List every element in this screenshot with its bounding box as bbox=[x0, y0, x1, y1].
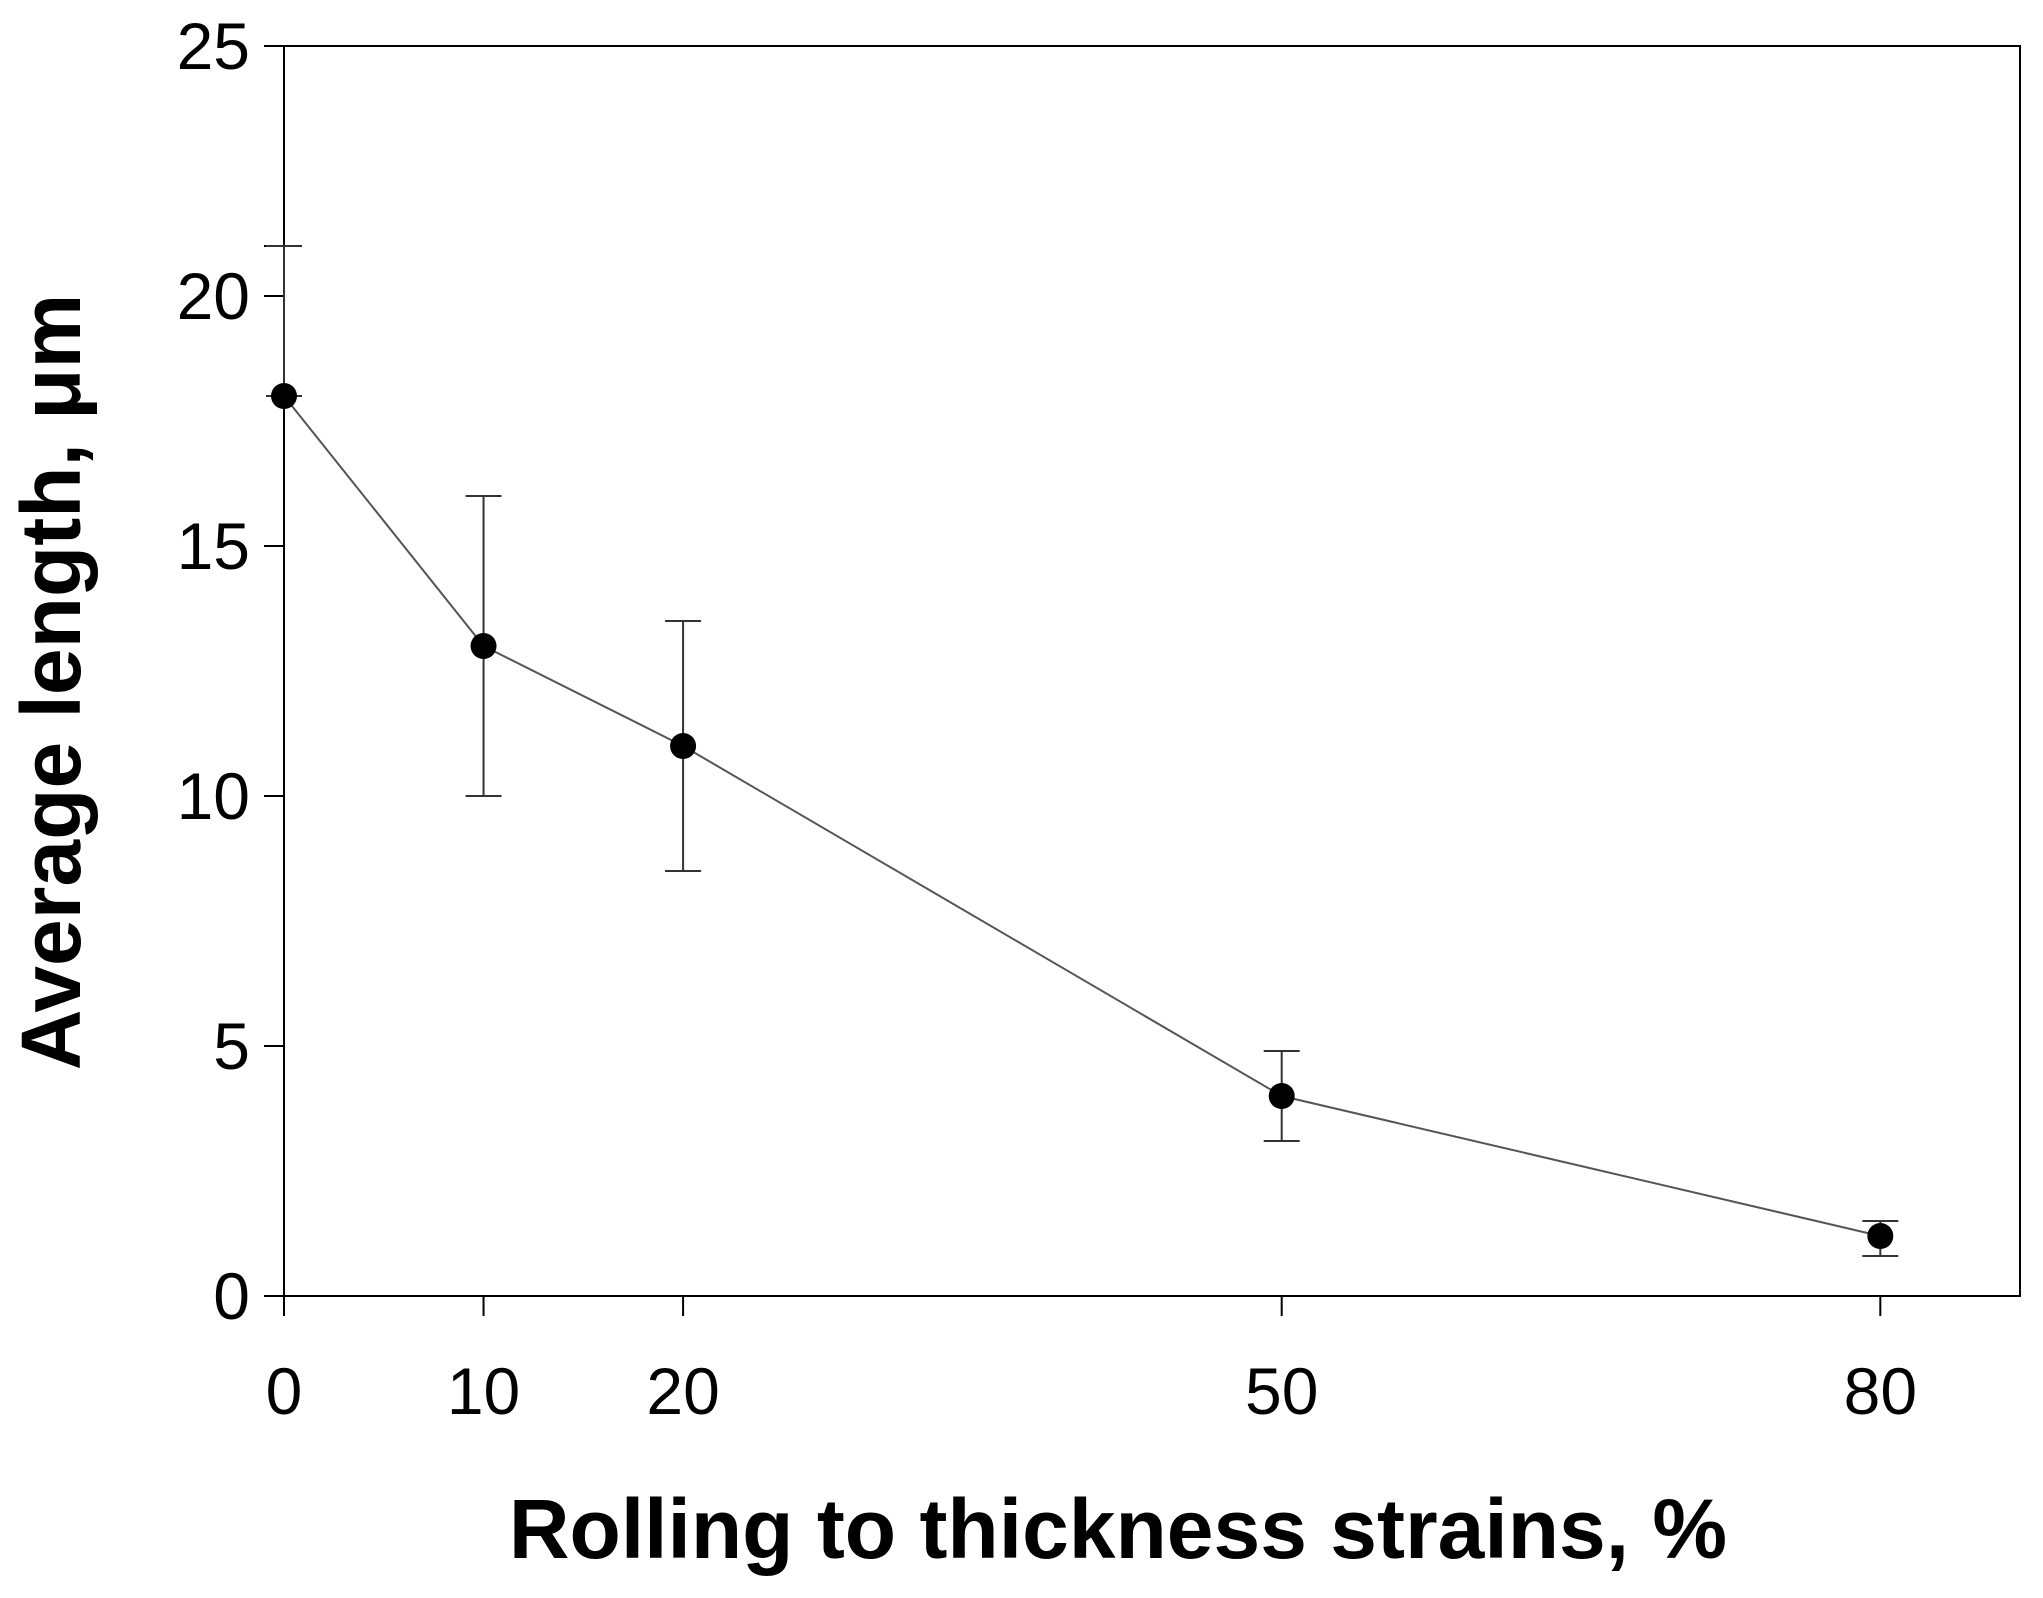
data-markers bbox=[271, 383, 1894, 1249]
data-point bbox=[670, 733, 697, 759]
data-point bbox=[1268, 1083, 1295, 1109]
series-line bbox=[283, 395, 1881, 1237]
y-axis-ticks: 0 5 10 15 20 25 bbox=[177, 9, 284, 1333]
plot-frame bbox=[283, 45, 2021, 1297]
x-tick-label: 80 bbox=[1844, 1354, 1917, 1428]
x-tick-label: 10 bbox=[447, 1354, 520, 1428]
series-lines bbox=[283, 395, 1881, 1237]
y-tick-label: 0 bbox=[213, 1259, 250, 1333]
x-tick-label: 20 bbox=[646, 1354, 719, 1428]
data-point bbox=[271, 383, 297, 409]
x-axis-ticks: 0 10 20 50 80 bbox=[266, 1296, 1917, 1428]
x-tick-label: 0 bbox=[266, 1354, 303, 1428]
y-axis-title: Average length, μm bbox=[4, 294, 98, 1070]
error-bars bbox=[266, 245, 1899, 1257]
x-tick-label: 50 bbox=[1245, 1354, 1318, 1428]
y-tick-label: 15 bbox=[177, 509, 250, 583]
x-axis-title: Rolling to thickness strains, % bbox=[509, 1482, 1727, 1576]
data-point bbox=[1867, 1223, 1894, 1249]
y-tick-label: 20 bbox=[177, 259, 250, 333]
y-tick-label: 10 bbox=[177, 759, 250, 833]
plot-border bbox=[283, 45, 2021, 1297]
data-point bbox=[470, 633, 497, 659]
y-tick-label: 25 bbox=[177, 9, 250, 83]
y-tick-label: 5 bbox=[213, 1009, 250, 1083]
